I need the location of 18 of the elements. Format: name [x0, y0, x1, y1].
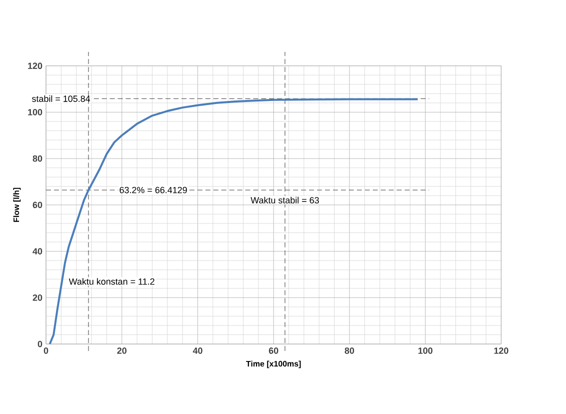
x-tick-label: 60: [268, 348, 278, 354]
x-tick-label: 40: [192, 348, 202, 354]
x-tick-label: 120: [494, 348, 508, 354]
x-tick-label: 0: [44, 348, 48, 354]
ref-line-label: 63.2% = 66.4129: [120, 186, 187, 194]
ref-line-label: Waktu stabil = 63: [250, 196, 319, 204]
x-tick-label: 20: [117, 348, 126, 354]
x-tick-label: 80: [344, 348, 354, 354]
y-tick-label: 80: [32, 155, 42, 162]
y-tick-label: 100: [28, 109, 42, 116]
y-tick-label: 20: [32, 294, 42, 301]
x-tick-label: 100: [418, 348, 432, 354]
y-tick-label: 60: [32, 202, 42, 208]
y-tick-label: 120: [28, 62, 42, 70]
ref-line-label: Waktu konstan = 11.2: [68, 278, 154, 285]
y-tick-label: 40: [32, 248, 42, 254]
ref-line-label: stabil = 105.84: [32, 95, 90, 102]
y-tick-label: 0: [38, 340, 42, 348]
